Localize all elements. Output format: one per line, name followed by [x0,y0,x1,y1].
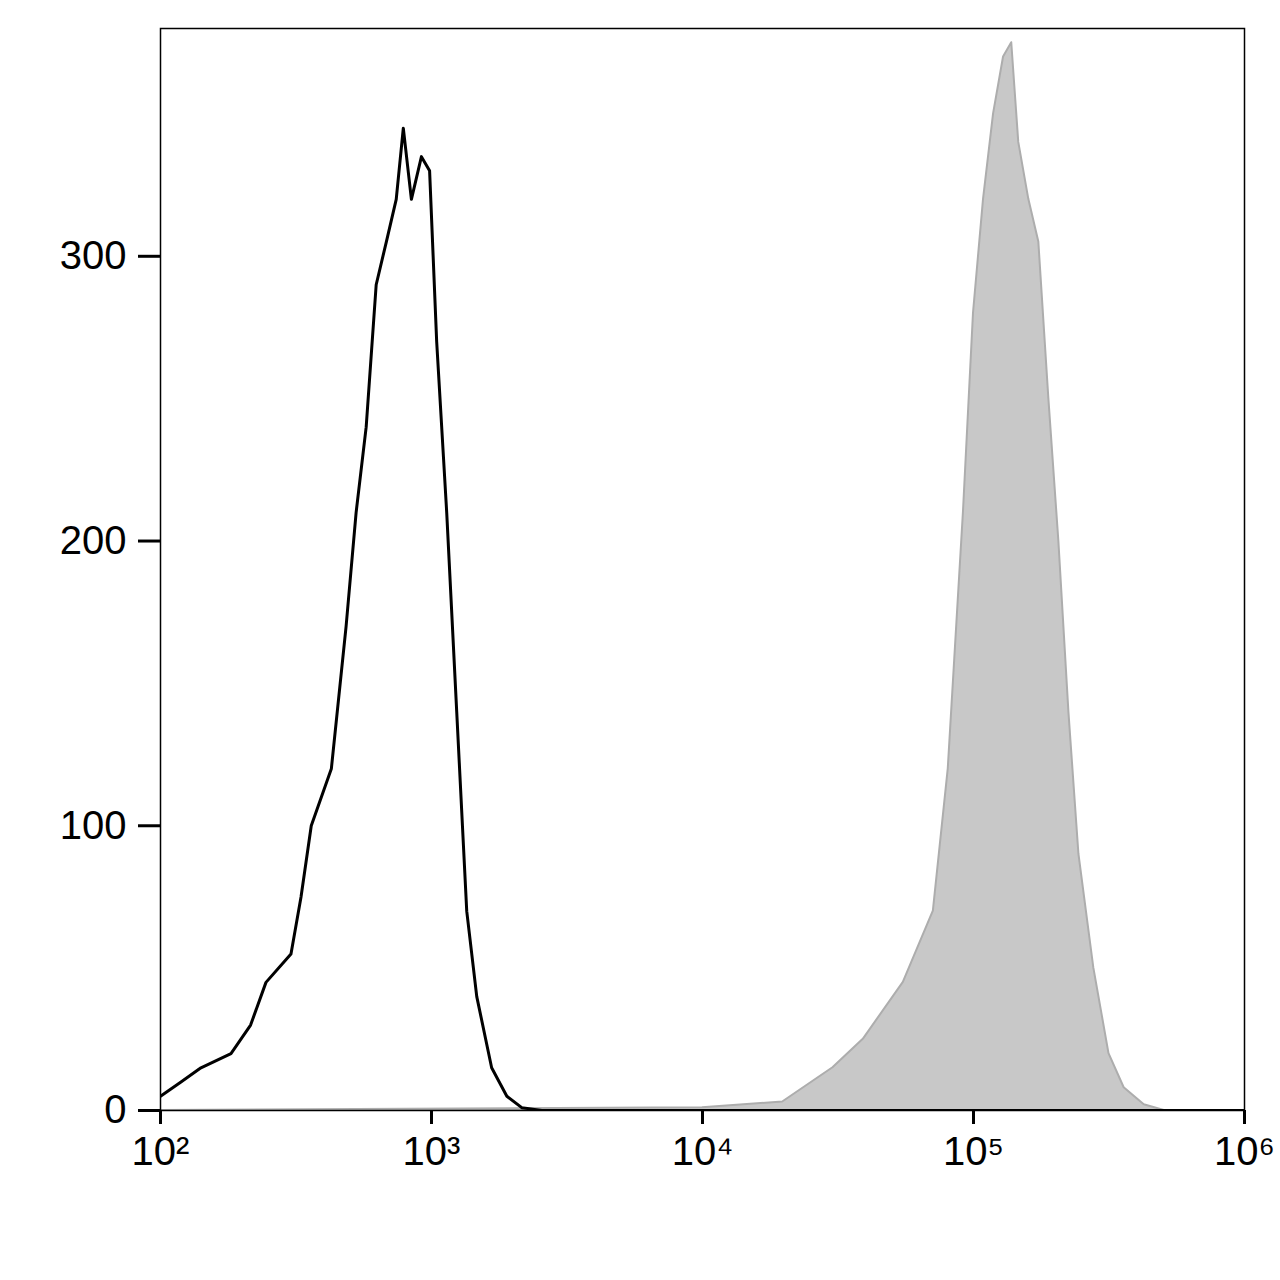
svg-text:200: 200 [60,518,127,562]
svg-text:10⁵: 10⁵ [943,1129,1004,1173]
svg-text:0: 0 [104,1087,126,1131]
svg-text:10⁶: 10⁶ [1214,1129,1275,1173]
svg-text:10²: 10² [132,1129,190,1173]
svg-text:100: 100 [60,803,127,847]
svg-text:10⁴: 10⁴ [672,1129,734,1173]
svg-text:300: 300 [60,233,127,277]
svg-text:10³: 10³ [403,1129,461,1173]
